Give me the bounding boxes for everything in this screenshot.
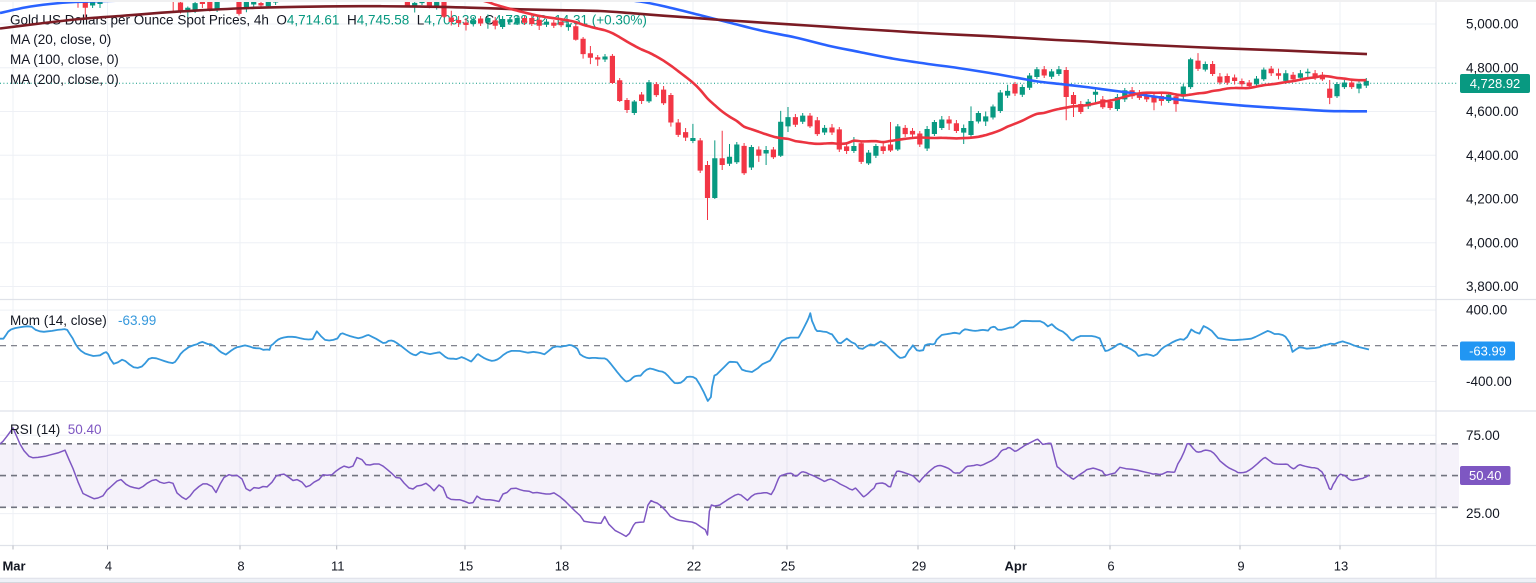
svg-text:3,800.00: 3,800.00 bbox=[1466, 279, 1519, 294]
svg-text:9: 9 bbox=[1237, 559, 1244, 574]
svg-text:RSI (14) 50.40: RSI (14) 50.40 bbox=[10, 422, 102, 437]
svg-text:13: 13 bbox=[1334, 559, 1348, 574]
svg-text:Apr: Apr bbox=[1005, 559, 1027, 574]
svg-text:4,800.00: 4,800.00 bbox=[1466, 60, 1519, 75]
svg-text:75.00: 75.00 bbox=[1466, 428, 1500, 443]
svg-text:-63.99: -63.99 bbox=[1469, 344, 1506, 359]
svg-text:MA (20, close, 0): MA (20, close, 0) bbox=[10, 32, 111, 47]
svg-text:-400.00: -400.00 bbox=[1466, 374, 1512, 389]
svg-text:4,400.00: 4,400.00 bbox=[1466, 148, 1519, 163]
svg-text:11: 11 bbox=[331, 559, 345, 574]
svg-text:25: 25 bbox=[781, 559, 795, 574]
svg-text:MA (100, close, 0): MA (100, close, 0) bbox=[10, 52, 119, 67]
svg-text:4,000.00: 4,000.00 bbox=[1466, 235, 1519, 250]
svg-text:25.00: 25.00 bbox=[1466, 506, 1500, 521]
svg-text:4,600.00: 4,600.00 bbox=[1466, 104, 1519, 119]
svg-text:4,200.00: 4,200.00 bbox=[1466, 192, 1519, 207]
svg-text:5,000.00: 5,000.00 bbox=[1466, 17, 1519, 32]
svg-text:50.40: 50.40 bbox=[1469, 468, 1502, 483]
svg-text:MA (200, close, 0): MA (200, close, 0) bbox=[10, 72, 119, 87]
svg-text:Mar: Mar bbox=[2, 559, 25, 574]
svg-text:4,728.92: 4,728.92 bbox=[1470, 76, 1521, 91]
svg-text:22: 22 bbox=[687, 559, 701, 574]
svg-text:4: 4 bbox=[105, 559, 112, 574]
svg-text:18: 18 bbox=[555, 559, 569, 574]
svg-text:Mom (14, close) -63.99: Mom (14, close) -63.99 bbox=[10, 313, 156, 328]
svg-text:400.00: 400.00 bbox=[1466, 303, 1507, 318]
svg-text:6: 6 bbox=[1107, 559, 1114, 574]
svg-text:29: 29 bbox=[912, 559, 926, 574]
svg-text:15: 15 bbox=[459, 559, 473, 574]
svg-text:8: 8 bbox=[237, 559, 244, 574]
